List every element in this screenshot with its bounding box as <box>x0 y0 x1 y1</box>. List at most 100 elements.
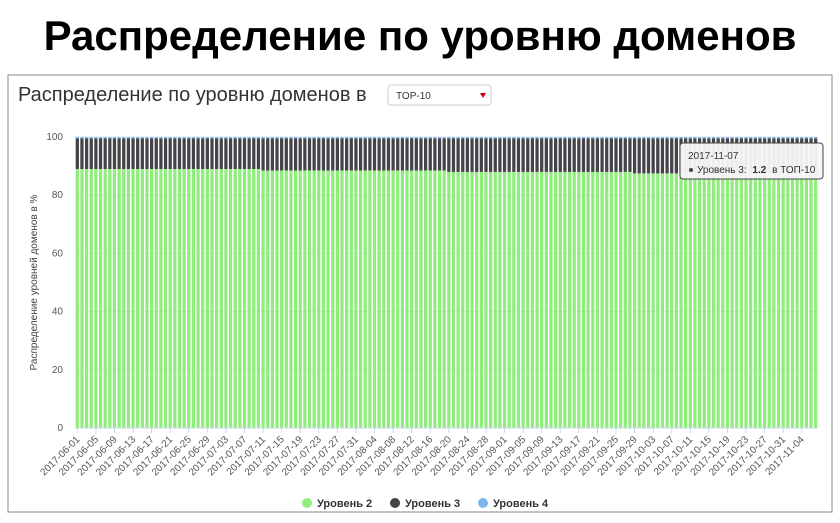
bar-segment <box>637 173 641 428</box>
panel-title: Распределение по уровню доменов в <box>18 84 367 106</box>
bar-segment <box>753 173 757 428</box>
bar-segment <box>721 137 725 139</box>
bar-segment <box>442 138 446 171</box>
bar-segment <box>131 169 135 428</box>
bar-segment <box>433 137 437 139</box>
bar-segment <box>493 137 497 139</box>
bar-segment <box>349 170 353 428</box>
bar-segment <box>340 170 344 428</box>
bar-segment <box>651 173 655 428</box>
bar-segment <box>684 137 688 139</box>
bar-segment <box>516 138 521 172</box>
bar-segment <box>103 169 107 428</box>
bar-segment <box>219 138 223 170</box>
y-axis-label: Распределение уровней доменов в % <box>29 194 40 370</box>
bar-segment <box>289 170 293 428</box>
bar-segment <box>567 137 572 139</box>
bar-segment <box>131 137 135 139</box>
bar-segment <box>196 138 200 170</box>
bar-segment <box>108 169 112 428</box>
dropdown-box[interactable] <box>387 84 492 106</box>
dropdown[interactable]: TOP-10 <box>387 84 492 106</box>
bar-segment <box>600 137 604 139</box>
bar-segment <box>112 169 117 428</box>
bar-segment <box>795 137 799 139</box>
bar-segment <box>126 138 131 170</box>
bar-segment <box>479 138 483 172</box>
bar-segment <box>586 138 590 172</box>
bar-segment <box>136 137 140 139</box>
bar-segment <box>605 171 609 429</box>
bar-segment <box>540 137 544 139</box>
bar-segment <box>122 137 126 139</box>
bar-segment <box>177 138 182 170</box>
bar-segment <box>317 138 321 171</box>
bar-segment <box>786 137 790 139</box>
bar-segment <box>507 171 511 429</box>
bar-segment <box>210 169 214 428</box>
bar-segment <box>628 137 632 139</box>
bar-segment <box>581 137 586 139</box>
bar-segment <box>122 138 126 170</box>
bar-segment <box>400 137 405 139</box>
bar-segment <box>358 170 363 428</box>
bar-segment <box>521 171 525 429</box>
bar-segment <box>554 171 558 429</box>
bar-segment <box>581 138 586 172</box>
bar-segment <box>145 169 149 428</box>
bar-segment <box>526 138 530 172</box>
bar-segment <box>428 137 432 139</box>
bar-segment <box>697 173 702 428</box>
bar-segment <box>758 173 762 428</box>
bar-segment <box>284 138 288 171</box>
bar-segment <box>498 171 502 429</box>
bar-segment <box>447 138 451 172</box>
bar-segment <box>108 138 112 170</box>
bar-segment <box>549 171 553 429</box>
bar-segment <box>744 173 748 428</box>
bar-segment <box>530 171 535 429</box>
bar-segment <box>632 137 637 139</box>
bar-segment <box>372 138 377 171</box>
bar-segment <box>382 137 386 139</box>
bar-segment <box>674 138 678 174</box>
bar-segment <box>563 137 567 139</box>
bar-segment <box>665 138 669 174</box>
bar-segment <box>609 171 613 429</box>
bar-segment <box>762 137 767 139</box>
dropdown-value[interactable]: TOP-10 <box>396 91 431 102</box>
bar-segment <box>396 170 400 428</box>
bar-segment <box>670 137 674 139</box>
bar-segment <box>228 169 233 428</box>
bar-segment <box>252 169 256 428</box>
bar-segment <box>340 137 344 139</box>
bar-segment <box>809 173 813 428</box>
bar-segment <box>117 138 121 170</box>
bar-segment <box>98 138 103 170</box>
bar-segment <box>228 137 233 139</box>
bar-segment <box>94 169 98 428</box>
bar-segment <box>201 169 205 428</box>
bar-segment <box>595 137 600 139</box>
bar-segment <box>451 171 456 429</box>
bar-segment <box>433 170 437 428</box>
bar-segment <box>684 173 688 428</box>
bar-segment <box>674 137 678 139</box>
bar-segment <box>363 137 367 139</box>
bar-segment <box>535 138 539 172</box>
bar-segment <box>247 137 251 139</box>
bar-segment <box>428 170 432 428</box>
bar-segment <box>535 171 539 429</box>
bar-segment <box>94 138 98 170</box>
bar-segment <box>642 173 646 428</box>
bar-segment <box>707 137 711 139</box>
bar-segment <box>345 138 349 171</box>
dropdown-arrow[interactable] <box>480 93 486 98</box>
bar-segment <box>117 137 121 139</box>
bar-segment <box>493 171 497 429</box>
bar-segment <box>767 173 771 428</box>
bar-segment <box>609 138 613 172</box>
bar-segment <box>335 138 339 171</box>
bar-segment <box>354 170 358 428</box>
bar-segment <box>488 137 493 139</box>
